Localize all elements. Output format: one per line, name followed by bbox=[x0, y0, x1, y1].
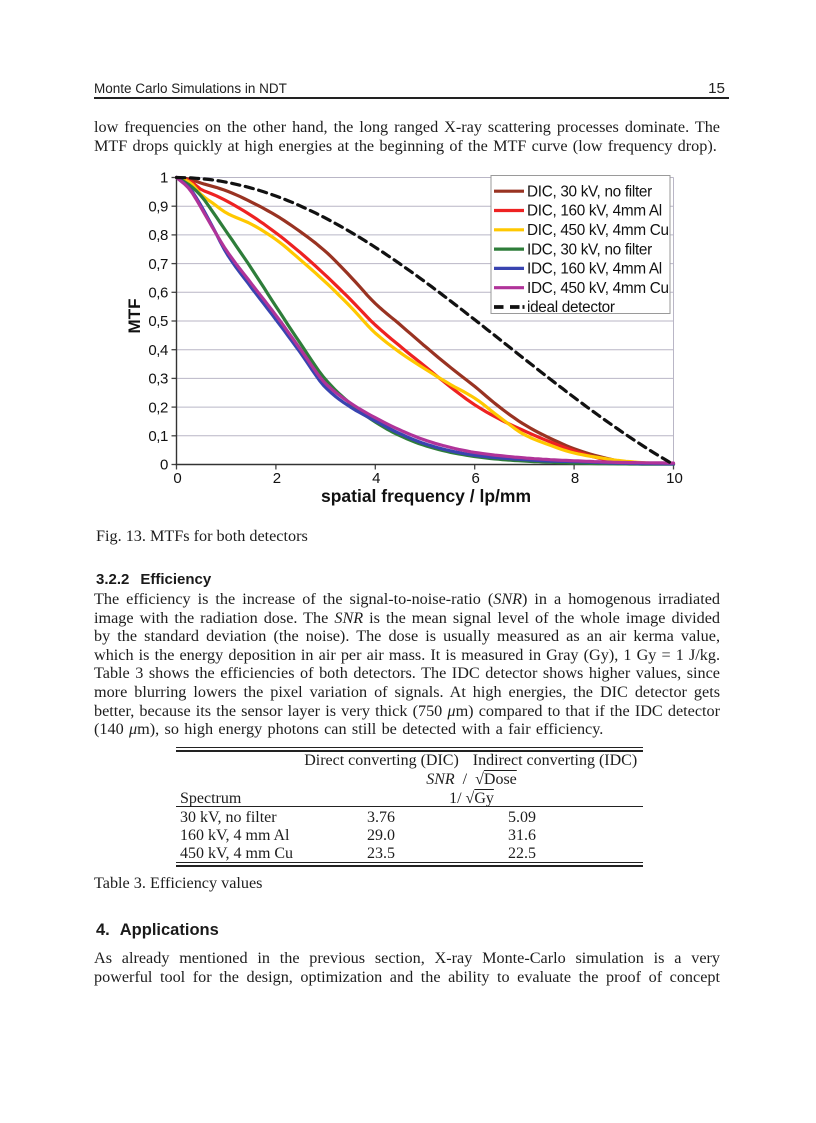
svg-text:10: 10 bbox=[666, 470, 683, 487]
svg-text:0,8: 0,8 bbox=[148, 227, 168, 244]
svg-text:IDC, 30 kV, no filter: IDC, 30 kV, no filter bbox=[527, 241, 652, 258]
svg-text:IDC, 450 kV, 4mm Cu: IDC, 450 kV, 4mm Cu bbox=[527, 280, 669, 297]
svg-text:0,3: 0,3 bbox=[148, 371, 168, 388]
svg-text:8: 8 bbox=[571, 470, 579, 487]
svg-text:0,6: 0,6 bbox=[148, 285, 168, 302]
svg-text:0,5: 0,5 bbox=[148, 313, 168, 330]
svg-text:DIC, 450 kV, 4mm Cu: DIC, 450 kV, 4mm Cu bbox=[527, 222, 669, 239]
svg-text:0,4: 0,4 bbox=[148, 342, 168, 359]
svg-text:2: 2 bbox=[273, 470, 281, 487]
svg-text:0,9: 0,9 bbox=[148, 198, 168, 215]
svg-text:0,2: 0,2 bbox=[148, 399, 168, 416]
svg-text:MTF: MTF bbox=[125, 299, 144, 334]
svg-text:DIC, 30 kV, no filter: DIC, 30 kV, no filter bbox=[527, 183, 652, 200]
svg-text:DIC, 160 kV, 4mm Al: DIC, 160 kV, 4mm Al bbox=[527, 203, 662, 220]
svg-text:IDC, 160 kV, 4mm Al: IDC, 160 kV, 4mm Al bbox=[527, 261, 662, 278]
svg-text:ideal detector: ideal detector bbox=[527, 299, 615, 316]
svg-text:spatial frequency / lp/mm: spatial frequency / lp/mm bbox=[321, 486, 531, 506]
svg-text:6: 6 bbox=[472, 470, 480, 487]
svg-text:0,7: 0,7 bbox=[148, 256, 168, 273]
svg-text:0: 0 bbox=[160, 457, 168, 474]
svg-text:0,1: 0,1 bbox=[148, 428, 168, 445]
svg-text:0: 0 bbox=[173, 470, 181, 487]
svg-text:1: 1 bbox=[160, 170, 168, 187]
svg-text:4: 4 bbox=[372, 470, 380, 487]
